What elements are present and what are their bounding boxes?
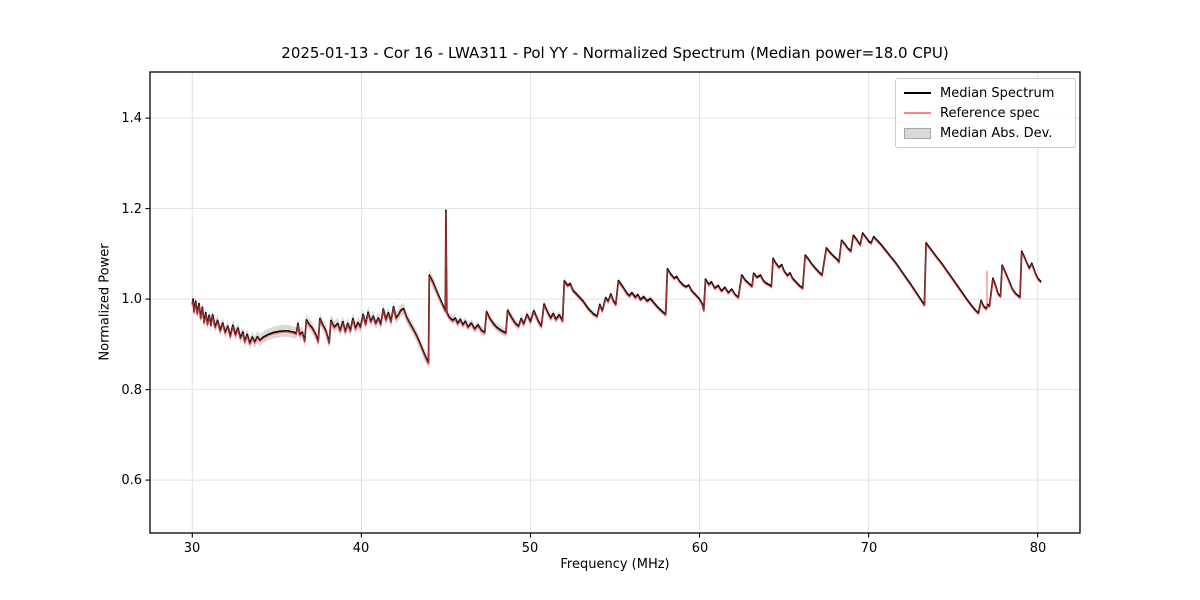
legend-entry-mad: Median Abs. Dev. (904, 123, 1067, 143)
y-tick-label: 0.6 (121, 473, 142, 488)
x-tick-label: 80 (1029, 541, 1047, 556)
chart-title: 2025-01-13 - Cor 16 - LWA311 - Pol YY - … (281, 44, 949, 62)
x-tick-label: 50 (521, 541, 539, 556)
x-axis-label: Frequency (MHz) (560, 557, 670, 572)
y-tick-label: 1.0 (121, 292, 142, 307)
mad-patch-swatch-icon (904, 127, 931, 139)
x-tick-label: 60 (691, 541, 709, 556)
x-tick-label: 30 (183, 541, 201, 556)
median-line-swatch-icon (904, 92, 931, 94)
legend-entry-median-spectrum: Median Spectrum (904, 83, 1067, 103)
axes-spines (149, 71, 1081, 534)
median-spectrum-line (191, 209, 1042, 364)
y-tick-label: 1.2 (121, 202, 142, 217)
reference-line-swatch-icon (904, 112, 931, 114)
legend-label-median: Median Spectrum (940, 85, 1055, 101)
y-tick-label: 0.8 (121, 383, 142, 398)
legend-label-reference: Reference spec (940, 105, 1040, 121)
reference-spec-line (191, 211, 1042, 365)
legend: Median Spectrum Reference spec Median Ab… (895, 78, 1076, 148)
y-tick-label: 1.4 (121, 111, 142, 126)
legend-label-mad: Median Abs. Dev. (940, 125, 1053, 141)
x-tick-label: 70 (860, 541, 878, 556)
x-tick-label: 40 (352, 541, 370, 556)
legend-entry-reference-spec: Reference spec (904, 103, 1067, 123)
